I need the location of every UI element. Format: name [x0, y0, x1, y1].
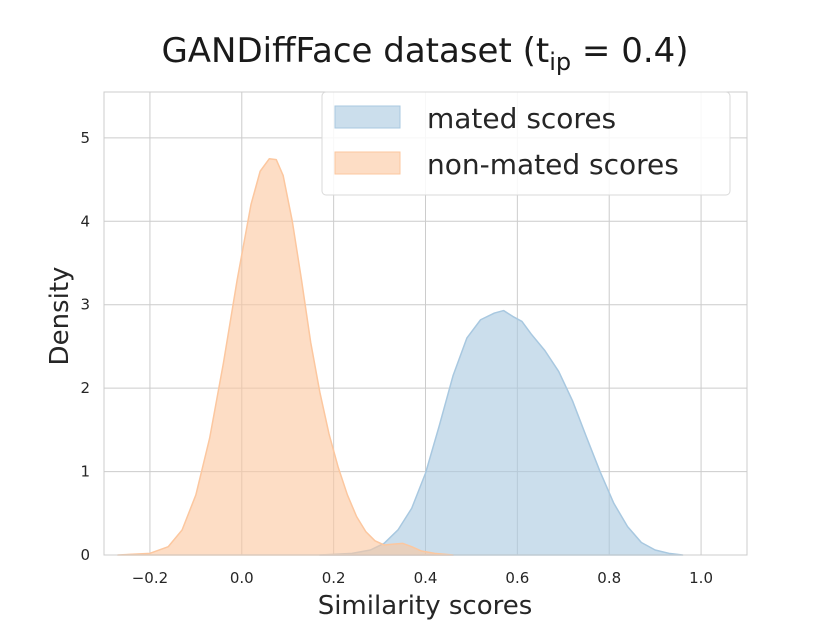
- chart-title-subscript: ip: [549, 48, 571, 76]
- y-tick-label: 5: [80, 129, 90, 147]
- y-tick-label: 3: [80, 296, 90, 314]
- legend-swatch-mated: [334, 105, 401, 129]
- y-tick-label: 4: [80, 212, 90, 230]
- y-tick-label: 1: [80, 463, 90, 481]
- density-area-mated: [319, 309, 684, 556]
- y-tick-label: 0: [80, 546, 90, 564]
- x-tick-label: 0.4: [414, 569, 438, 587]
- x-tick-label: 1.0: [689, 569, 713, 587]
- density-series: [117, 157, 684, 556]
- y-tick-label: 2: [80, 379, 90, 397]
- x-tick-label: 0.2: [322, 569, 346, 587]
- x-tick-label: 0.8: [597, 569, 621, 587]
- legend: mated scores non-mated scores: [321, 91, 731, 196]
- legend-label-non-mated: non-mated scores: [427, 148, 679, 181]
- legend-frame: [321, 91, 731, 196]
- chart-title-suffix: = 0.4): [571, 31, 688, 71]
- chart-title: GANDiffFace dataset (tip = 0.4): [161, 31, 688, 76]
- x-axis-label: Similarity scores: [318, 591, 533, 621]
- legend-label-mated: mated scores: [427, 102, 616, 135]
- density-area-non-mated: [117, 157, 454, 556]
- x-tick-label: 0.0: [230, 569, 254, 587]
- x-tick-label: 0.6: [505, 569, 529, 587]
- x-tick-labels: −0.2 0.0 0.2 0.4 0.6 0.8 1.0: [132, 569, 713, 587]
- x-tick-label: −0.2: [132, 569, 168, 587]
- y-axis-label: Density: [45, 267, 75, 366]
- chart-title-main: GANDiffFace dataset (t: [161, 31, 549, 71]
- y-tick-labels: 0 1 2 3 4 5: [80, 129, 90, 564]
- legend-swatch-non-mated: [334, 151, 401, 175]
